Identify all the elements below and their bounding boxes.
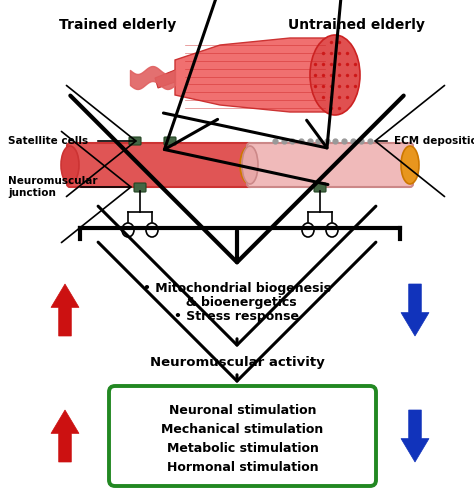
Polygon shape (401, 410, 429, 462)
Text: • Mitochondrial biogenesis: • Mitochondrial biogenesis (143, 282, 331, 295)
Polygon shape (175, 38, 330, 112)
FancyBboxPatch shape (164, 137, 176, 145)
Text: Neuronal stimulation: Neuronal stimulation (169, 404, 316, 417)
Ellipse shape (240, 146, 260, 184)
Text: • Stress response: • Stress response (174, 310, 300, 323)
Text: Untrained elderly: Untrained elderly (288, 18, 424, 32)
Polygon shape (51, 410, 79, 462)
Text: Trained elderly: Trained elderly (59, 18, 177, 32)
FancyBboxPatch shape (134, 183, 146, 192)
FancyBboxPatch shape (129, 137, 141, 145)
Text: Mechanical stimulation: Mechanical stimulation (161, 423, 324, 436)
Text: Neuromuscular activity: Neuromuscular activity (150, 356, 324, 369)
Text: & bioenergetics: & bioenergetics (177, 296, 297, 309)
Text: Satellite cells: Satellite cells (8, 136, 88, 146)
Text: Metabolic stimulation: Metabolic stimulation (166, 442, 319, 455)
Polygon shape (401, 284, 429, 336)
FancyBboxPatch shape (314, 183, 326, 192)
Ellipse shape (401, 146, 419, 184)
FancyBboxPatch shape (67, 143, 253, 187)
Polygon shape (51, 284, 79, 336)
Text: Neuromuscular
junction: Neuromuscular junction (8, 176, 98, 198)
FancyBboxPatch shape (109, 386, 376, 486)
Ellipse shape (61, 146, 79, 184)
Text: Hormonal stimulation: Hormonal stimulation (167, 461, 319, 474)
Ellipse shape (242, 146, 258, 184)
Polygon shape (155, 70, 175, 88)
FancyBboxPatch shape (247, 143, 413, 187)
Ellipse shape (310, 35, 360, 115)
Text: ECM deposition: ECM deposition (394, 136, 474, 146)
